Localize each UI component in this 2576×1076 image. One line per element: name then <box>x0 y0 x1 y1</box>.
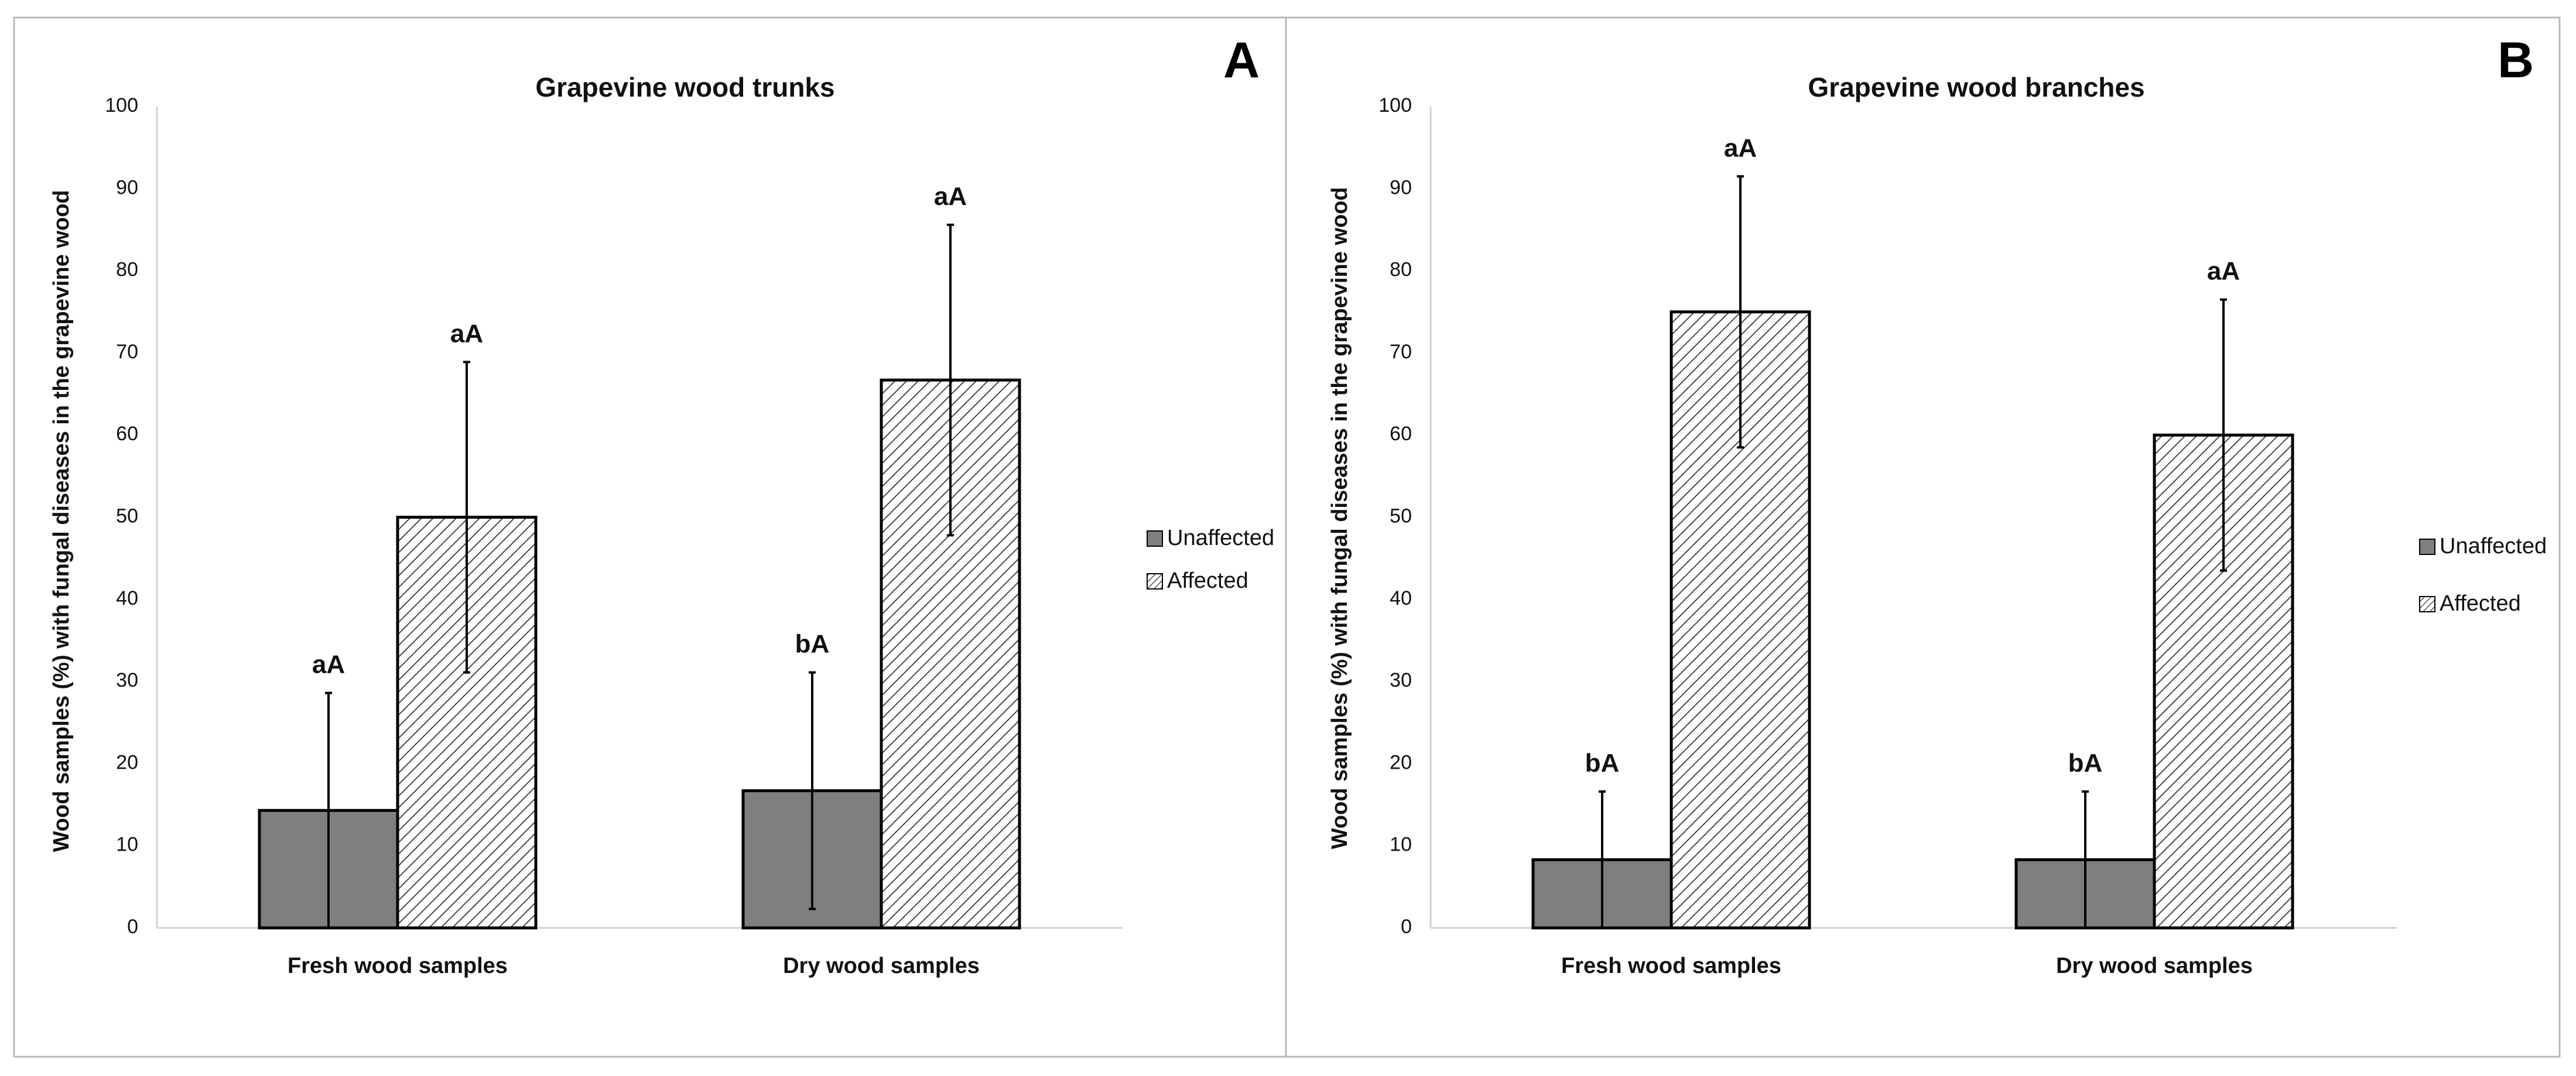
y-tick-label: 90 <box>116 176 138 198</box>
y-tick-label: 80 <box>1390 259 1412 281</box>
y-tick-label: 50 <box>116 505 138 527</box>
significance-label: aA <box>312 650 345 679</box>
chart-b-bars: bA bA aA aA <box>1531 133 2294 930</box>
y-tick-label: 30 <box>1390 669 1412 691</box>
y-tick-label: 40 <box>116 587 138 609</box>
x-category-label: Dry wood samples <box>783 954 980 978</box>
panel-b-frame <box>1285 16 2561 1058</box>
legend-b-affected-swatch <box>2419 596 2435 612</box>
legend-a-affected-swatch <box>1147 573 1163 590</box>
panel-a-frame <box>13 16 1287 1058</box>
x-category-label: Fresh wood samples <box>1561 954 1781 978</box>
chart-a-legend: Unaffected Affected <box>1147 526 1274 593</box>
significance-label: aA <box>450 319 483 348</box>
y-tick-label: 10 <box>1390 834 1412 856</box>
panel-b: B Grapevine wood branches Wood samples (… <box>1285 16 2561 1058</box>
legend-a-unaffected-swatch <box>1147 530 1163 547</box>
legend-b-unaffected-swatch <box>2419 539 2435 555</box>
panel-b-label: B <box>2498 32 2534 88</box>
y-tick-label: 40 <box>1390 587 1412 609</box>
x-category-label: Dry wood samples <box>2056 954 2253 978</box>
y-tick-label: 20 <box>116 751 138 773</box>
legend-b-affected-label: Affected <box>2440 591 2521 616</box>
y-tick-label: 70 <box>1390 341 1412 363</box>
chart-a-y-axis-label: Wood samples (%) with fungal diseases in… <box>49 190 74 852</box>
y-tick-label: 60 <box>1390 423 1412 445</box>
significance-label: aA <box>934 182 967 211</box>
y-tick-label: 10 <box>116 834 138 856</box>
y-tick-label: 60 <box>116 423 138 445</box>
significance-label: aA <box>2207 257 2240 286</box>
y-tick-label: 20 <box>1390 751 1412 773</box>
chart-a-bars: aA bA aA aA <box>258 182 1021 930</box>
panel-a-label: A <box>1223 32 1260 88</box>
significance-label: bA <box>795 630 830 659</box>
chart-b-y-axis-label: Wood samples (%) with fungal diseases in… <box>1328 187 1352 849</box>
y-tick-label: 0 <box>1401 916 1412 938</box>
y-tick-label: 70 <box>116 341 138 363</box>
chart-b-title: Grapevine wood branches <box>1808 72 2144 102</box>
y-tick-label: 0 <box>127 916 138 938</box>
significance-label: aA <box>1724 133 1757 162</box>
y-tick-label: 30 <box>116 669 138 691</box>
panel-a: A Grapevine wood trunks Wood samples (%)… <box>13 16 1287 1058</box>
chart-a-x-axis: Fresh wood samples Dry wood samples <box>288 954 980 978</box>
legend-a-affected-label: Affected <box>1167 568 1248 593</box>
significance-label: bA <box>2068 749 2103 777</box>
significance-label: bA <box>1585 749 1620 777</box>
legend-b-unaffected-label: Unaffected <box>2440 534 2547 558</box>
y-tick-label: 100 <box>105 94 138 116</box>
y-tick-label: 80 <box>116 259 138 281</box>
x-category-label: Fresh wood samples <box>288 954 508 978</box>
y-tick-label: 100 <box>1378 94 1412 116</box>
y-tick-label: 90 <box>1390 176 1412 198</box>
chart-b-legend: Unaffected Affected <box>2419 534 2547 616</box>
y-tick-label: 50 <box>1390 505 1412 527</box>
legend-a-unaffected-label: Unaffected <box>1167 526 1274 550</box>
chart-a-title: Grapevine wood trunks <box>535 72 834 102</box>
chart-b-x-axis: Fresh wood samples Dry wood samples <box>1561 954 2253 978</box>
